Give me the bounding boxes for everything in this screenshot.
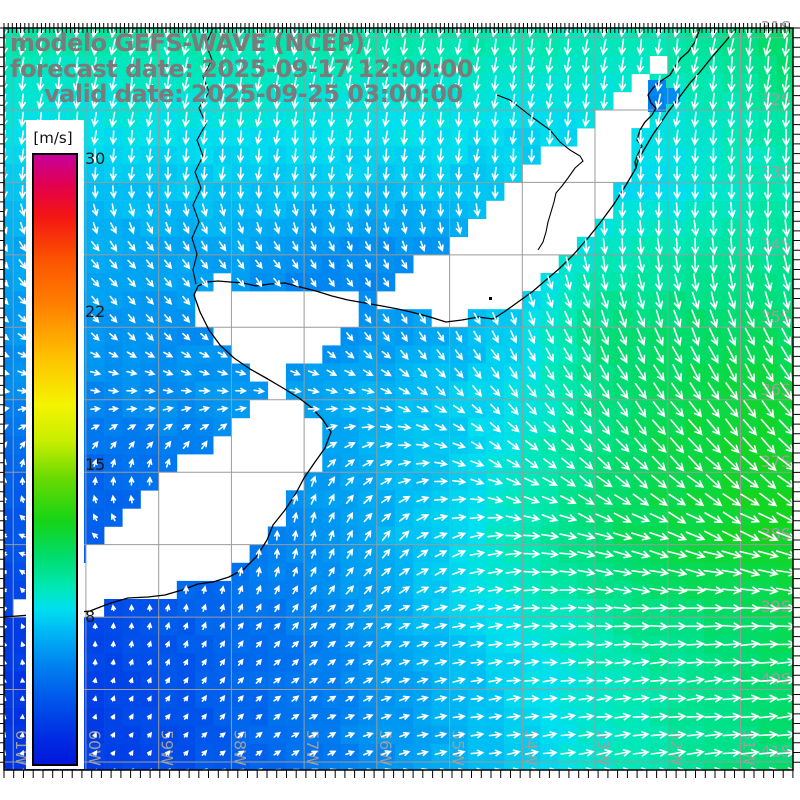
lon-label: 60W [85,730,104,766]
lat-label: 37S [760,452,791,471]
model-title: modelo GEFS-WAVE (NCEP) [10,29,365,57]
river-line [496,94,584,251]
grid-lines-layer [4,28,793,770]
valid-date-label: valid date: 2025-09-25 03:00:00 [44,80,463,108]
colorbar-tick-15: 15 [85,454,106,474]
river-line [191,28,214,285]
lat-label: 38S [760,525,791,544]
coastline-layer [4,28,738,618]
lon-label: 58W [230,730,249,766]
lon-label: 52W [667,730,686,766]
lon-label: 59W [158,730,177,766]
colorbar-tick-30: 30 [85,149,106,168]
lat-label: 39S [760,597,791,616]
frame-border [3,27,794,771]
barrier-coastline [635,28,738,169]
lon-label: 57W [303,730,322,766]
forecast-date-label: forecast date: 2025-09-17 12:00:00 [10,55,473,83]
colorbar-tick-22: 22 [85,301,106,321]
lon-label: 51W [740,730,759,766]
lon-label: 56W [376,730,395,766]
colorbar-gradient [32,153,78,766]
lon-label: 55W [449,730,468,766]
lon-label: 53W [594,730,613,766]
lon-label: 54W [521,730,540,766]
island-dot [489,297,492,300]
colorbar-unit-label: [m/s] [33,129,73,147]
coastline [4,28,701,618]
map-frame [0,23,800,778]
colorbar-tick-8: 8 [85,607,96,627]
lat-label: 36S [760,380,791,399]
